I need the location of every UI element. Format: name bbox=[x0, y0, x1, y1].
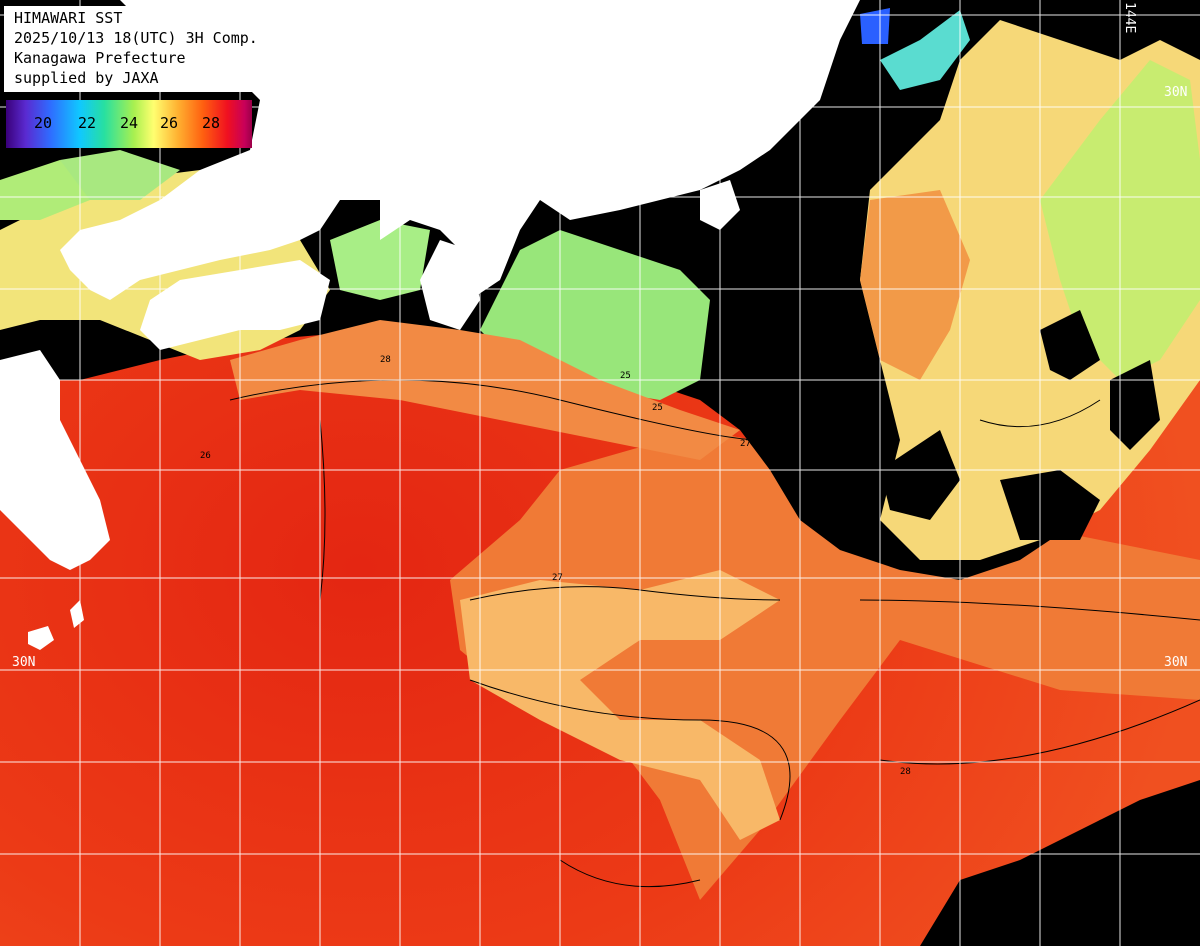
contour-label: 25 bbox=[620, 371, 631, 381]
ocean-blue-ne bbox=[860, 8, 890, 44]
ocean-orange-east bbox=[860, 190, 970, 380]
title-box: HIMAWARI SST 2025/10/13 18(UTC) 3H Comp.… bbox=[4, 6, 350, 92]
ocean-japan-sea-green bbox=[0, 160, 90, 220]
lat-label-left: 30N bbox=[12, 655, 35, 670]
cloud-ne-patch2 bbox=[1110, 360, 1160, 450]
colorbar-tick: 22 bbox=[78, 114, 97, 132]
lat-label-right: 30N bbox=[1164, 655, 1187, 670]
ocean-light-tongue bbox=[460, 570, 780, 840]
contour-label: 28 bbox=[900, 767, 911, 777]
ocean-coastal-green-2 bbox=[330, 220, 430, 300]
title-line-1: HIMAWARI SST bbox=[14, 9, 123, 27]
contour-label: 25 bbox=[652, 403, 663, 413]
title-line-3: Kanagawa Prefecture bbox=[14, 49, 186, 67]
colorbar-tick: 28 bbox=[202, 114, 221, 132]
ocean-cold-ne bbox=[880, 10, 970, 90]
contour-label: 28 bbox=[380, 355, 391, 365]
land-kyushu bbox=[0, 350, 110, 570]
lon-label-144e: 144E bbox=[1122, 2, 1137, 33]
ocean-seto-green bbox=[60, 150, 180, 200]
colorbar-tick: 20 bbox=[34, 114, 53, 132]
land-kii-peninsula bbox=[420, 240, 480, 330]
colorbar-tick: 24 bbox=[120, 114, 139, 132]
cloud-ne-patch1 bbox=[1040, 310, 1100, 380]
title-line-2: 2025/10/13 18(UTC) 3H Comp. bbox=[14, 29, 258, 47]
contour-value-labels: 25 28 26 27 27 28 25 bbox=[200, 355, 911, 777]
cloud-ne-patch3 bbox=[1000, 470, 1100, 540]
contour-label: 26 bbox=[200, 451, 211, 461]
color-scale-legend: 20 22 24 26 28 bbox=[6, 100, 252, 148]
lon-label-136e: 136E bbox=[490, 2, 505, 33]
land-tanegashima bbox=[28, 626, 54, 650]
cloud-ne-patch4 bbox=[880, 430, 960, 520]
title-line-4: supplied by JAXA bbox=[14, 69, 159, 87]
colorbar-tick: 26 bbox=[160, 114, 179, 132]
land-shikoku bbox=[140, 260, 330, 350]
ocean-orange-rim bbox=[230, 320, 740, 460]
lat-label-right-top: 30N bbox=[1164, 85, 1187, 100]
contour-label: 27 bbox=[740, 439, 751, 449]
contour-label: 27 bbox=[552, 573, 563, 583]
